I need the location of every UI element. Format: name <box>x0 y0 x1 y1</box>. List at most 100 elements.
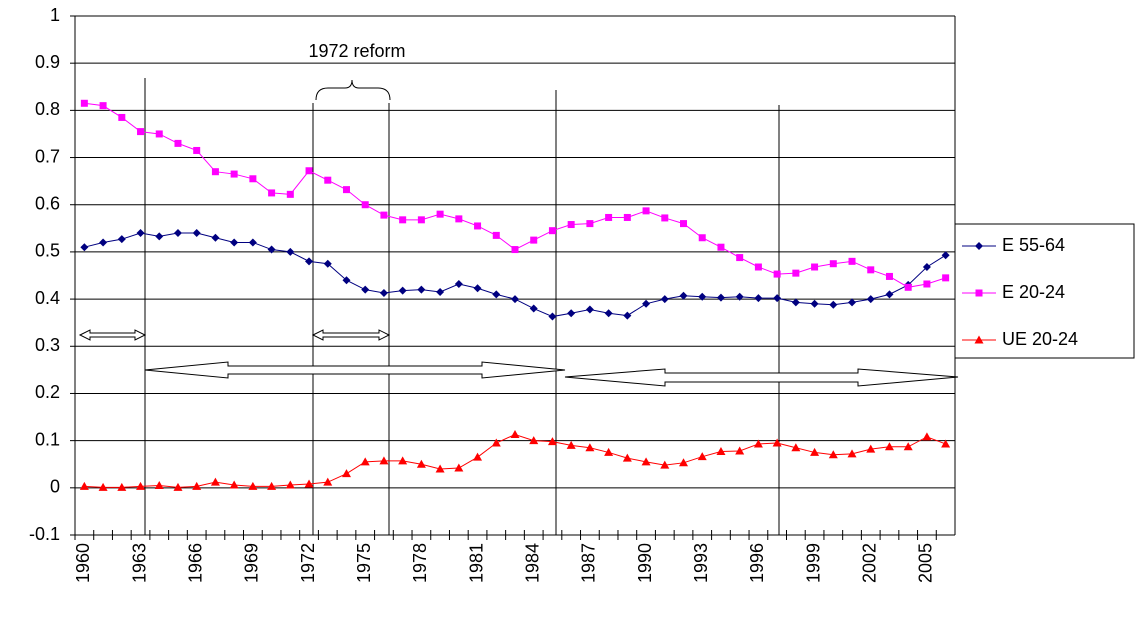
point <box>230 170 238 178</box>
point <box>416 459 426 468</box>
point <box>398 286 407 295</box>
point <box>791 298 800 307</box>
point <box>698 234 706 242</box>
point <box>736 254 744 262</box>
point <box>136 229 145 238</box>
point <box>679 458 689 467</box>
point <box>885 290 894 299</box>
point <box>847 449 857 458</box>
point <box>753 439 763 448</box>
point <box>904 283 912 291</box>
point <box>566 440 576 449</box>
point <box>548 312 557 321</box>
point <box>511 295 519 304</box>
point <box>660 460 670 469</box>
point <box>473 284 482 293</box>
point <box>903 442 913 451</box>
point <box>286 247 295 256</box>
point <box>585 305 594 314</box>
y-tick-label: 0.9 <box>35 52 60 72</box>
point <box>547 437 557 446</box>
point <box>772 438 782 447</box>
point <box>885 272 893 280</box>
legend-label: E 20-24 <box>1002 282 1065 302</box>
point <box>829 260 837 268</box>
point <box>529 436 539 445</box>
point <box>360 457 370 466</box>
point <box>829 300 838 309</box>
x-tick-label: 1969 <box>242 543 262 583</box>
point <box>398 456 408 465</box>
point <box>117 482 127 491</box>
point <box>922 432 932 441</box>
y-tick-label: 0.6 <box>35 193 60 213</box>
point <box>230 238 239 247</box>
point <box>285 480 295 489</box>
double-arrow <box>564 368 959 387</box>
point <box>754 294 763 303</box>
point <box>735 446 745 455</box>
point <box>173 229 182 238</box>
point <box>118 113 126 121</box>
point <box>510 430 520 439</box>
point <box>99 238 108 247</box>
point <box>754 263 762 271</box>
x-tick-label: 1987 <box>579 543 599 583</box>
point <box>680 220 688 228</box>
point <box>248 238 257 247</box>
x-tick-label: 1978 <box>410 543 430 583</box>
point <box>379 288 388 297</box>
y-tick-label: 0.8 <box>35 99 60 119</box>
point <box>80 99 88 107</box>
point <box>604 447 614 456</box>
point <box>305 167 313 175</box>
point <box>136 481 146 490</box>
point <box>248 481 258 490</box>
point <box>305 257 314 266</box>
point <box>866 295 875 304</box>
point <box>941 439 951 448</box>
y-tick-label: 0 <box>50 477 60 497</box>
point <box>567 221 575 229</box>
point <box>491 438 501 447</box>
point <box>492 290 501 299</box>
point <box>455 215 463 223</box>
y-tick-label: 0.3 <box>35 335 60 355</box>
point <box>622 453 632 462</box>
point <box>267 245 276 254</box>
x-tick-label: 2005 <box>916 543 936 583</box>
point <box>137 128 145 136</box>
point <box>267 481 277 490</box>
x-tick-label: 1972 <box>298 543 318 583</box>
point <box>454 279 463 288</box>
point <box>323 259 332 268</box>
y-tick-label: 0.7 <box>35 146 60 166</box>
point <box>80 243 89 252</box>
point <box>211 168 219 176</box>
point <box>399 216 407 224</box>
point <box>791 443 801 452</box>
point <box>436 288 445 297</box>
x-tick-label: 1975 <box>354 543 374 583</box>
point <box>810 447 820 456</box>
point <box>98 482 108 491</box>
point <box>810 299 819 308</box>
point <box>792 269 800 277</box>
annotation-text: 1972 reform <box>308 41 405 61</box>
point <box>211 233 220 242</box>
point <box>866 444 876 453</box>
point <box>323 477 333 486</box>
point <box>173 482 183 491</box>
series-line <box>84 433 946 488</box>
grid <box>70 15 956 540</box>
legend-marker <box>974 335 984 344</box>
point <box>773 270 781 278</box>
point <box>268 189 276 197</box>
point <box>942 274 950 282</box>
x-tick-label: 2002 <box>859 543 879 583</box>
x-tick-label: 1966 <box>185 543 205 583</box>
point <box>511 246 519 254</box>
double-arrow <box>311 329 391 341</box>
